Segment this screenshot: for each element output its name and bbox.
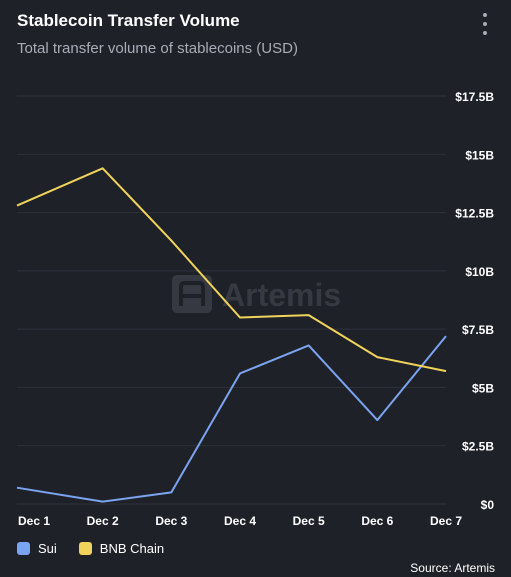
series-line-bnb-chain[interactable] bbox=[16, 167, 447, 373]
legend-label-sui: Sui bbox=[38, 541, 57, 556]
x-tick-label: Dec 2 bbox=[87, 514, 119, 528]
x-tick-label: Dec 3 bbox=[155, 514, 187, 528]
source-note: Source: Artemis bbox=[410, 561, 495, 575]
legend-item-sui[interactable]: Sui bbox=[17, 541, 57, 556]
artemis-logo-icon bbox=[172, 275, 212, 313]
legend: Sui BNB Chain bbox=[17, 541, 186, 556]
legend-item-bnb-chain[interactable]: BNB Chain bbox=[78, 541, 165, 556]
legend-label-bnb-chain: BNB Chain bbox=[99, 541, 165, 556]
x-tick-label: Dec 1 bbox=[18, 514, 50, 528]
artemis-watermark: Artemis bbox=[172, 275, 341, 313]
artemis-watermark-text: Artemis bbox=[222, 277, 341, 313]
y-tick-label: $5B bbox=[472, 381, 494, 395]
series-line-sui[interactable] bbox=[16, 335, 447, 503]
y-tick-label: $12.5B bbox=[455, 207, 494, 221]
y-tick-label: $7.5B bbox=[462, 323, 494, 337]
y-tick-label: $15B bbox=[465, 148, 494, 162]
chart-title: Stablecoin Transfer Volume bbox=[17, 11, 240, 30]
legend-swatch-sui bbox=[17, 542, 30, 555]
y-tick-label: $17.5B bbox=[455, 90, 494, 104]
y-tick-label: $0 bbox=[481, 498, 495, 512]
x-tick-label: Dec 7 bbox=[430, 514, 462, 528]
chart-subtitle: Total transfer volume of stablecoins (US… bbox=[17, 40, 298, 57]
x-tick-label: Dec 6 bbox=[361, 514, 393, 528]
legend-swatch-bnb-chain bbox=[78, 542, 92, 555]
y-tick-label: $10B bbox=[465, 265, 494, 279]
x-tick-label: Dec 5 bbox=[293, 514, 325, 528]
x-tick-label: Dec 4 bbox=[224, 514, 256, 528]
kebab-menu-icon[interactable] bbox=[474, 10, 496, 38]
y-tick-label: $2.5B bbox=[462, 440, 494, 454]
